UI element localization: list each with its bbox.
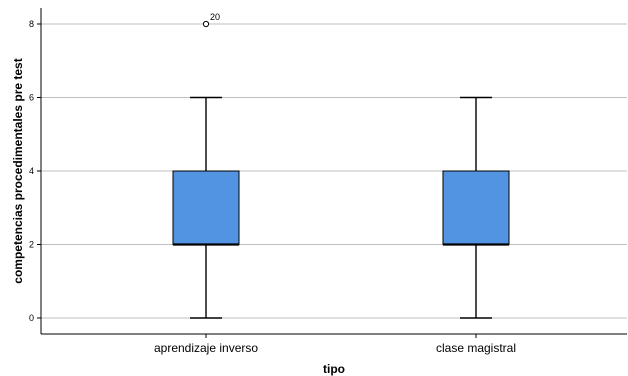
y-axis-title: competencias procedimentales pre test — [11, 58, 25, 283]
x-axis-title: tipo — [323, 362, 345, 376]
outlier-label: 20 — [210, 12, 220, 22]
y-tick-label: 4 — [29, 166, 34, 176]
y-tick-label: 0 — [29, 313, 34, 323]
gridlines — [41, 23, 627, 319]
boxes: 20 — [172, 12, 510, 319]
box-group — [442, 96, 510, 319]
interquartile-box — [442, 170, 510, 245]
interquartile-box — [172, 170, 240, 245]
category-label: aprendizaje inverso — [154, 341, 258, 355]
y-tick-label: 6 — [29, 93, 34, 103]
box-group: 20 — [172, 12, 240, 319]
y-ticks: 0 2 4 6 8 — [29, 19, 41, 323]
y-tick-label: 2 — [29, 240, 34, 250]
category-label: clase magistral — [436, 341, 516, 355]
outlier-point — [202, 20, 210, 28]
y-tick-label: 8 — [29, 19, 34, 29]
category-labels: aprendizaje inverso clase magistral — [154, 334, 516, 355]
